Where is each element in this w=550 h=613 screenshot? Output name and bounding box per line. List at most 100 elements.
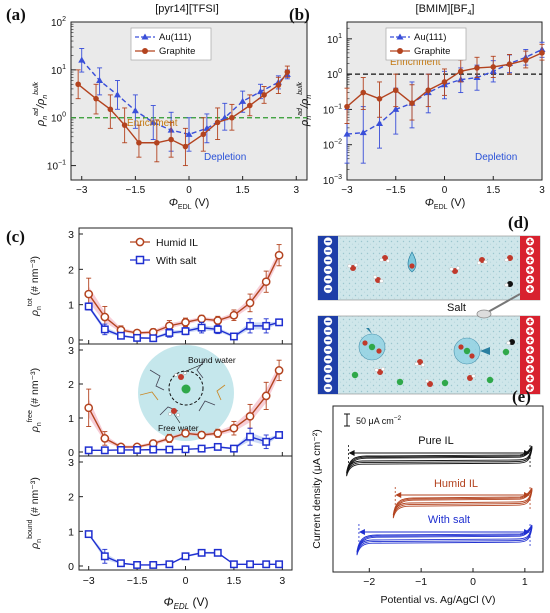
au-data-point <box>343 130 351 137</box>
panel-c-top-ylabel: ρntot (# nm⁻³) <box>27 256 43 317</box>
graphite-data-point <box>136 139 142 146</box>
with-salt-point <box>275 318 284 327</box>
cell-bottom-charges <box>323 317 534 393</box>
panel-d: (d) <box>317 213 541 395</box>
humid-il-cv-trace <box>392 489 533 519</box>
au-data-point <box>149 118 157 125</box>
with-salt-point <box>229 332 238 341</box>
cell-top-charges <box>323 237 534 294</box>
y-tick-label: 102 <box>51 16 66 29</box>
legend-humid-il-label: Humid IL <box>156 237 198 249</box>
with-salt-band <box>88 432 280 451</box>
y-tick-label: 100 <box>327 68 342 81</box>
with-salt-point <box>275 560 284 569</box>
panel-b-letter: (b) <box>289 5 310 24</box>
au-data-point <box>239 97 247 104</box>
x-tick-label: 3 <box>279 575 285 587</box>
y-tick-label: 2 <box>68 264 74 276</box>
humid-il-label: Humid IL <box>434 478 478 490</box>
panel-c-series <box>84 244 284 569</box>
with-salt-point <box>275 431 284 439</box>
y-tick-label: 101 <box>327 33 342 46</box>
humid-il-point <box>229 423 239 433</box>
salt-spoon-icon <box>476 293 521 319</box>
humid-il-point <box>213 316 223 325</box>
graphite-data-point <box>229 114 235 121</box>
graphite-data-point <box>200 131 207 138</box>
graphite-data-point <box>376 95 383 102</box>
x-tick-label: 3 <box>539 185 545 196</box>
with-salt-point <box>229 444 238 453</box>
y-tick-label: 1 <box>68 413 74 425</box>
humid-il-point <box>181 428 190 438</box>
panel-c-middle-ylabel: ρnfree (# nm⁻³) <box>27 368 43 433</box>
panel-a: (a) [pyr14][TFSI] −3 −1.5 0 1.5 3 10−1 100 101 1… <box>6 3 308 211</box>
au-data-point <box>78 56 86 63</box>
with-salt-point <box>262 321 271 330</box>
graphite-data-point <box>490 64 497 70</box>
y-tick-label: 3 <box>68 229 74 241</box>
graphite-data-point <box>154 139 160 146</box>
svg-text:Current density (μA cm⁻²): Current density (μA cm⁻²) <box>311 429 323 549</box>
with-salt-point <box>100 552 109 561</box>
legend-graphite-label: Graphite <box>159 46 195 57</box>
y-tick-label: 10−2 <box>323 139 342 152</box>
graphite-data-point <box>182 143 189 150</box>
graphite-data-point <box>474 65 480 71</box>
graphite-data-point <box>168 136 174 143</box>
panel-e-letter: (e) <box>512 387 531 406</box>
au-data-point <box>185 130 193 137</box>
with-salt-point <box>133 446 142 454</box>
humid-il-point <box>181 317 190 327</box>
with-salt-point <box>117 331 125 340</box>
cell-bottom-positive-electrode <box>520 316 540 394</box>
graphite-data-point <box>214 119 221 126</box>
panel-b-title: [BMIM][BF4] <box>416 3 475 17</box>
svg-text:ρnbound (# nm⁻³): ρnbound (# nm⁻³) <box>27 477 43 550</box>
salt-label: Salt <box>447 302 466 314</box>
panel-a-axes: −3 −1.5 0 1.5 3 10−1 100 101 102 <box>47 16 300 196</box>
with-salt-cv-trace <box>356 525 533 554</box>
with-salt-point <box>149 445 158 454</box>
with-salt-point <box>165 445 174 454</box>
with-salt-point <box>197 444 206 453</box>
x-tick-label: 3 <box>293 185 299 196</box>
panel-a-enrichment-label: Enrichment <box>127 118 178 129</box>
panel-a-depletion-label: Depletion <box>204 152 246 163</box>
legend-au-label: Au(111) <box>159 32 191 43</box>
humid-il-point <box>245 298 255 308</box>
graphite-data-point <box>107 106 114 113</box>
with-salt-point <box>84 530 93 539</box>
free-water-label: Free water <box>158 423 199 433</box>
svg-text:ρnfree (# nm⁻³): ρnfree (# nm⁻³) <box>27 368 43 433</box>
x-tick-label: 1.5 <box>486 185 500 196</box>
y-tick-label: 100 <box>51 112 66 125</box>
graphite-data-point <box>261 92 267 98</box>
graphite-data-point <box>246 102 253 109</box>
panel-d-letter: (d) <box>508 213 529 232</box>
y-tick-label: 10−1 <box>323 103 342 116</box>
humid-il-point <box>213 428 223 438</box>
x-tick-label: 0 <box>186 185 192 196</box>
with-salt-point <box>149 334 158 343</box>
y-tick-label: 10−3 <box>323 174 342 187</box>
graphite-data-point <box>409 100 415 107</box>
humid-il-point <box>245 411 255 421</box>
au-data-point <box>376 119 383 126</box>
with-salt-point <box>165 328 174 337</box>
panel-e-ylabel: Current density (μA cm⁻²) <box>311 429 323 549</box>
x-tick-label: 0 <box>183 575 189 587</box>
panel-a-title: [pyr14][TFSI] <box>155 3 219 15</box>
scale-bar <box>344 413 350 427</box>
humid-il-point <box>197 314 206 324</box>
y-tick-label: 0 <box>68 335 74 347</box>
panel-e-axes: −2 −1 0 1 <box>363 568 528 588</box>
graphite-data-point <box>284 69 291 75</box>
cell-bottom-negative-electrode <box>318 316 338 394</box>
with-salt-point <box>181 552 190 561</box>
x-tick-label: −3 <box>341 185 353 196</box>
x-tick-label: −1.5 <box>386 185 406 196</box>
au-data-point <box>131 107 139 114</box>
